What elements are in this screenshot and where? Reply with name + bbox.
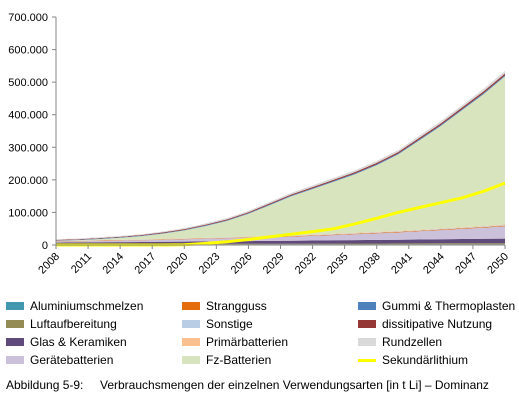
legend-swatch (182, 320, 200, 328)
legend-swatch (6, 356, 24, 364)
legend-label: Sekundärlithium (382, 353, 469, 367)
y-tick-label-2: 200.000 (8, 175, 48, 187)
legend-swatch (6, 302, 24, 310)
legend-swatch (6, 320, 24, 328)
legend-item: Aluminiumschmelzen (6, 297, 143, 315)
legend-item: Strangguss (182, 297, 267, 315)
legend-label: Strangguss (206, 299, 267, 313)
legend-swatch (358, 358, 376, 362)
legend-item: Gerätebatterien (6, 351, 113, 369)
legend-item: dissitipative Nutzung (358, 315, 492, 333)
y-tick-label-3: 300.000 (8, 142, 48, 154)
x-tick-label-8: 2032 (293, 251, 319, 277)
series-area-2 (56, 238, 505, 245)
x-tick-label-13: 2047 (453, 251, 479, 277)
y-tick-label-0: 0 (42, 240, 48, 252)
legend-swatch (358, 320, 376, 328)
series-area-3 (56, 226, 505, 243)
x-tick-label-12: 2044 (421, 251, 447, 277)
legend-label: Glas & Keramiken (30, 335, 127, 349)
legend-swatch (358, 338, 376, 346)
legend-item: Gummi & Thermoplasten (358, 297, 515, 315)
legend-item: Sonstige (182, 315, 253, 333)
legend-item: Sekundärlithium (358, 351, 468, 369)
legend-label: Gerätebatterien (30, 353, 114, 367)
area-chart: 0 100.000 200.000 300.000 400.000 500.000 600.… (8, 12, 511, 277)
legend-label: Gummi & Thermoplasten (382, 299, 516, 313)
legend-swatch (6, 338, 24, 346)
legend-item: Luftaufbereitung (6, 315, 117, 333)
y-tick-label-7: 700.000 (8, 12, 48, 24)
legend-item: Fz-Batterien (182, 351, 271, 369)
x-tick-label-11: 2041 (389, 251, 415, 277)
y-tick-label-4: 400.000 (8, 110, 48, 122)
x-tick-label-10: 2038 (357, 251, 383, 277)
x-tick-label-7: 2029 (261, 251, 287, 277)
legend-item: Primärbatterien (182, 333, 288, 351)
legend-swatch (182, 356, 200, 364)
legend-label: Fz-Batterien (206, 353, 272, 367)
x-tick-label-5: 2023 (197, 251, 223, 277)
legend-item: Glas & Keramiken (6, 333, 127, 351)
legend-item: Rundzellen (358, 333, 442, 351)
caption-text: Verbrauchsmengen der einzelnen Verwendun… (100, 378, 489, 392)
legend-label: Primärbatterien (206, 335, 289, 349)
y-tick-label-5: 500.000 (8, 77, 48, 89)
legend-swatch (358, 302, 376, 310)
series-area-7 (56, 76, 505, 241)
legend-label: Rundzellen (382, 335, 443, 349)
x-tick-label-1: 2011 (69, 251, 94, 276)
y-tick-label-1: 100.000 (8, 207, 48, 219)
x-tick-label-2: 2014 (100, 251, 126, 277)
x-tick-label-9: 2035 (325, 251, 351, 277)
x-tick-label-14: 2050 (485, 251, 511, 277)
legend-label: Sonstige (206, 317, 253, 331)
legend: Aluminiumschmelzen Luftaufbereitung Glas &… (6, 297, 516, 371)
chart-area: 0 100.000 200.000 300.000 400.000 500.000 600.… (8, 12, 511, 277)
legend-swatch (182, 338, 200, 346)
legend-swatch (182, 302, 200, 310)
x-tick-label-4: 2020 (165, 251, 191, 277)
legend-label: dissitipative Nutzung (382, 317, 493, 331)
legend-label: Aluminiumschmelzen (30, 299, 144, 313)
x-tick-label-6: 2026 (229, 251, 255, 277)
x-tick-label-3: 2017 (133, 251, 159, 277)
legend-label: Luftaufbereitung (30, 317, 117, 331)
y-tick-label-6: 600.000 (8, 45, 48, 57)
caption-label: Abbildung 5-9: (6, 378, 84, 392)
x-tick-label-0: 2008 (36, 251, 62, 277)
